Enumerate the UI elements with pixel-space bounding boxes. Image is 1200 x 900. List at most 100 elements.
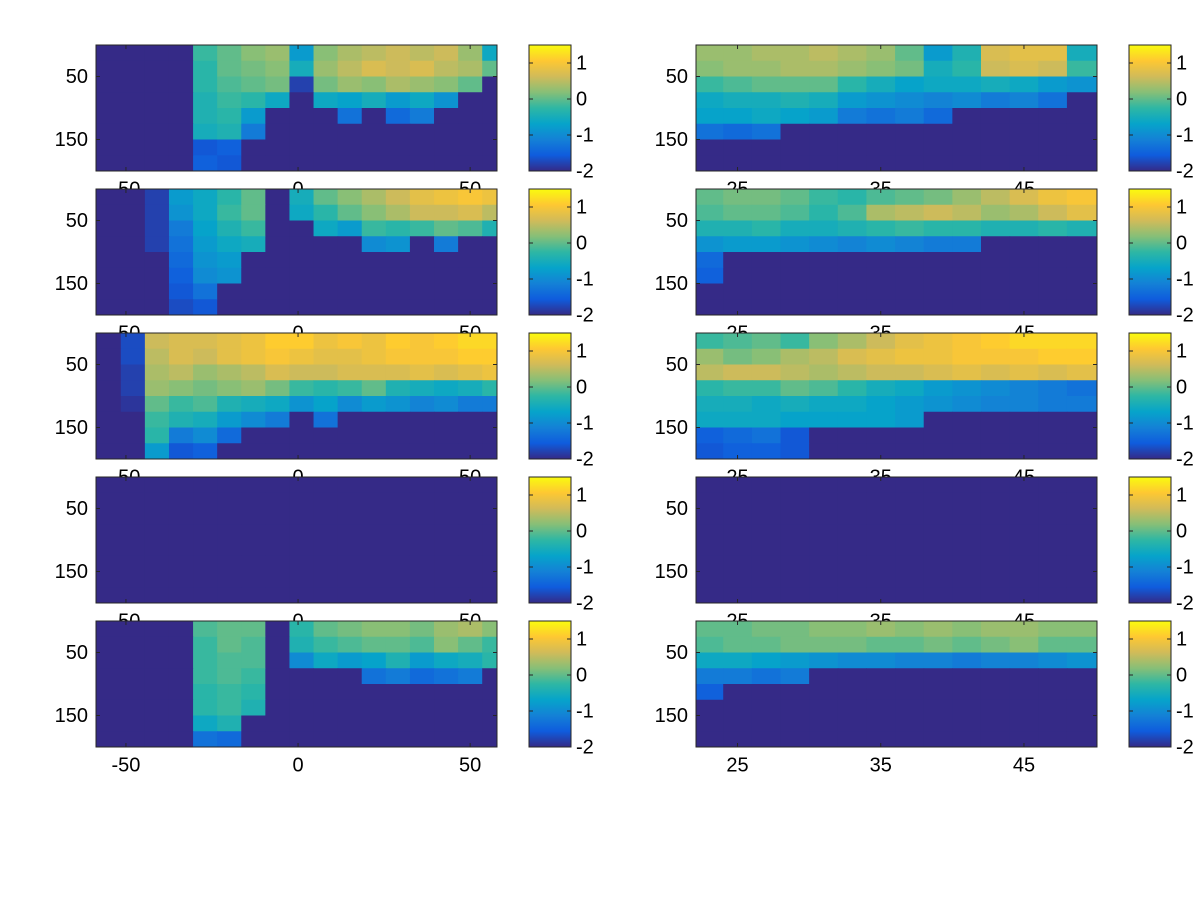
heatmap-cell: [168, 236, 194, 253]
heatmap-cell: [193, 220, 218, 237]
heatmap-cell: [980, 267, 1011, 284]
heatmap-cell: [313, 411, 339, 428]
heatmap-cell: [144, 492, 170, 509]
heatmap-cell: [409, 60, 435, 77]
heatmap-cell: [980, 684, 1011, 701]
heatmap-cell: [923, 108, 953, 125]
heatmap-cell: [980, 668, 1011, 685]
heatmap-cell: [866, 348, 896, 365]
heatmap-cell: [265, 587, 290, 603]
heatmap-cell: [289, 731, 315, 747]
heatmap-cell: [168, 155, 194, 171]
heatmap-cell: [980, 108, 1011, 125]
heatmap-cell: [482, 299, 497, 315]
heatmap-cell: [144, 443, 170, 459]
heatmap-cell: [751, 668, 781, 685]
heatmap-cell: [458, 364, 483, 381]
heatmap-cell: [217, 636, 242, 653]
heatmap-cell: [193, 189, 218, 206]
heatmap-cell: [144, 396, 170, 413]
heatmap-cell: [923, 508, 953, 525]
heatmap-cell: [385, 427, 411, 444]
x-tick-label: 0: [292, 754, 303, 776]
heatmap-cell: [1009, 571, 1039, 588]
heatmap-cell: [168, 220, 194, 237]
heatmap-cell: [1066, 333, 1097, 350]
heatmap-cell: [361, 348, 387, 365]
heatmap-cell: [696, 699, 724, 716]
heatmap-cell: [809, 396, 839, 413]
heatmap-cell: [923, 492, 953, 509]
heatmap-cell: [723, 204, 753, 221]
heatmap-cell: [265, 189, 290, 206]
heatmap-cell: [895, 524, 925, 541]
heatmap-cell: [952, 267, 982, 284]
colorbar-gradient: [528, 332, 572, 460]
heatmap-cell: [241, 492, 266, 509]
y-tick-label: 150: [655, 705, 688, 727]
heatmap-cell: [980, 555, 1011, 572]
heatmap-cell: [723, 668, 753, 685]
heatmap-cell: [780, 571, 810, 588]
heatmap-cell: [923, 189, 953, 206]
heatmap-cell: [751, 652, 781, 669]
heatmap-cell: [751, 299, 781, 315]
heatmap-cell: [751, 123, 781, 140]
heatmap-cell: [337, 123, 363, 140]
heatmap-cell: [895, 364, 925, 381]
heatmap-cell: [923, 267, 953, 284]
heatmap-cell: [1066, 540, 1097, 557]
heatmap-cell: [313, 189, 339, 206]
heatmap-cell: [385, 108, 411, 125]
heatmap-cell: [337, 45, 363, 62]
heatmap-cell: [217, 189, 242, 206]
heatmap-cell: [696, 636, 724, 653]
heatmap-cell: [337, 540, 363, 557]
heatmap-cell: [168, 299, 194, 315]
colorbar-tick-label: 0: [1176, 232, 1187, 254]
heatmap-cell: [265, 236, 290, 253]
heatmap-cell: [1038, 348, 1068, 365]
heatmap-cell: [780, 699, 810, 716]
heatmap-cell: [923, 621, 953, 638]
heatmap-cell: [1009, 540, 1039, 557]
heatmap-cell: [482, 267, 497, 284]
heatmap-cell: [780, 204, 810, 221]
heatmap-cell: [434, 139, 459, 156]
heatmap-cell: [866, 443, 896, 459]
heatmap-cell: [120, 220, 146, 237]
heatmap-cell: [361, 587, 387, 603]
heatmap-cell: [241, 380, 266, 397]
heatmap-cell: [751, 364, 781, 381]
heatmap-cell: [923, 333, 953, 350]
heatmap-cell: [952, 715, 982, 732]
heatmap-cell: [313, 333, 339, 350]
axes-box: [95, 188, 498, 316]
heatmap-cell: [809, 571, 839, 588]
heatmap-cell: [434, 555, 459, 572]
heatmap-cell: [120, 139, 146, 156]
heatmap-cell: [952, 524, 982, 541]
heatmap-cell: [751, 348, 781, 365]
heatmap-cell: [361, 699, 387, 716]
heatmap-cell: [952, 540, 982, 557]
heatmap-cell: [120, 108, 146, 125]
heatmap-cell: [895, 684, 925, 701]
heatmap-cell: [241, 715, 266, 732]
heatmap-cell: [458, 333, 483, 350]
axes-box: [695, 620, 1098, 748]
heatmap-cell: [434, 380, 459, 397]
heatmap-cell: [837, 76, 867, 93]
heatmap-cell: [1038, 668, 1068, 685]
heatmap-cell: [952, 555, 982, 572]
heatmap-cell: [723, 139, 753, 156]
heatmap-cell: [952, 348, 982, 365]
heatmap-cell: [952, 108, 982, 125]
colorbar-tick-label: 1: [576, 484, 587, 506]
heatmap-cell: [723, 443, 753, 459]
heatmap-cell: [1038, 60, 1068, 77]
heatmap-cell: [144, 477, 170, 494]
heatmap-cell: [751, 443, 781, 459]
heatmap-cell: [120, 477, 146, 494]
